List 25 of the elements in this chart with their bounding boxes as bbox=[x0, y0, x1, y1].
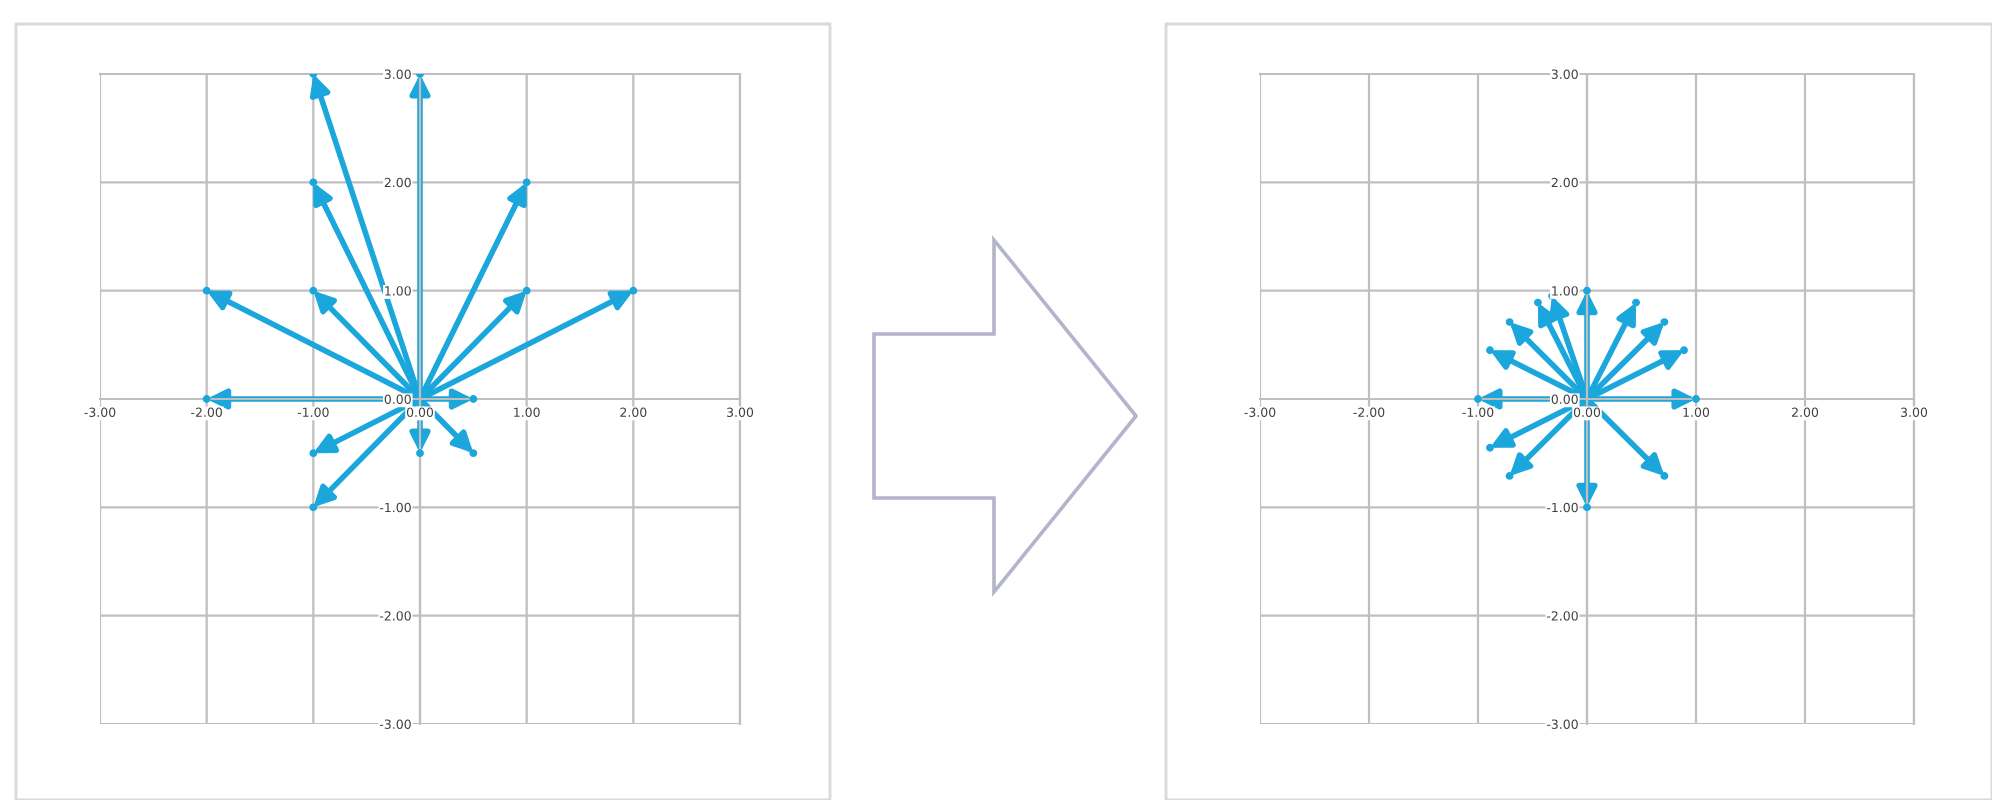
point bbox=[1692, 395, 1700, 403]
point bbox=[1583, 286, 1591, 295]
point bbox=[1660, 318, 1669, 327]
point bbox=[1680, 346, 1688, 355]
point bbox=[469, 395, 478, 403]
point bbox=[1486, 346, 1494, 355]
point bbox=[1505, 318, 1514, 327]
point bbox=[202, 286, 211, 295]
point bbox=[416, 449, 424, 458]
point bbox=[1632, 298, 1640, 307]
point bbox=[309, 286, 318, 295]
point bbox=[309, 503, 318, 512]
point bbox=[1474, 395, 1482, 403]
point bbox=[309, 449, 318, 458]
point bbox=[309, 178, 318, 187]
point bbox=[522, 178, 531, 187]
point bbox=[1583, 503, 1591, 512]
point bbox=[1660, 471, 1669, 480]
point bbox=[1505, 471, 1514, 480]
point bbox=[1534, 298, 1542, 307]
point bbox=[202, 395, 211, 403]
point bbox=[1486, 443, 1494, 452]
point bbox=[522, 286, 531, 295]
point bbox=[469, 449, 478, 458]
point bbox=[629, 286, 638, 295]
